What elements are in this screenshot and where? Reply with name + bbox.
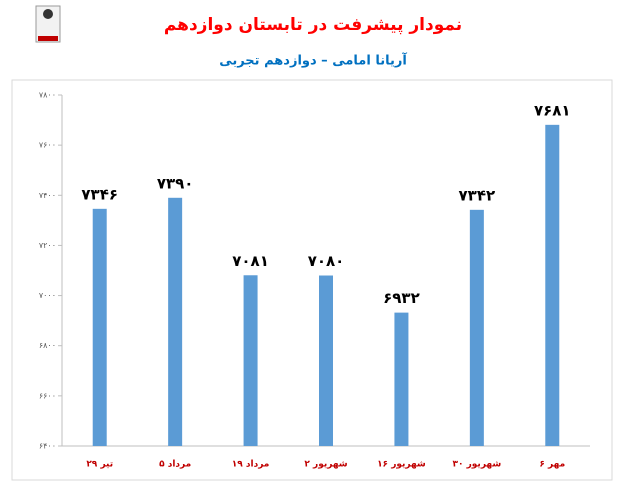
bar — [545, 124, 560, 447]
y-tick-label: ۷۴۰۰ — [39, 191, 56, 200]
bar — [168, 197, 183, 446]
bar — [319, 275, 333, 446]
y-tick-label: ۶۶۰۰ — [39, 391, 56, 400]
data-label: ۶۹۳۲ — [383, 289, 420, 307]
y-tick-label: ۷۰۰۰ — [39, 291, 56, 300]
y-tick-label: ۷۸۰۰ — [39, 91, 56, 100]
x-tick-label: ۱۹ مرداد — [232, 460, 270, 470]
x-tick-label: ۱۶ شهریور — [377, 460, 426, 470]
y-tick-label: ۷۶۰۰ — [39, 141, 56, 150]
bar — [469, 209, 484, 446]
x-tick-label: ۲ شهریور — [304, 460, 347, 470]
data-label: ۷۳۹۰ — [157, 174, 194, 192]
y-tick-label: ۷۲۰۰ — [39, 241, 56, 250]
data-label: ۷۳۴۶ — [81, 185, 118, 203]
chart-title: نمودار پیشرفت در تابستان دوازدهم — [164, 15, 462, 35]
data-label: ۷۳۴۲ — [459, 186, 496, 204]
x-tick-label: ۳۰ شهریور — [452, 460, 501, 470]
chart-frame — [11, 79, 613, 481]
x-tick-label: ۲۹ تیر — [86, 460, 113, 470]
bar — [394, 312, 409, 446]
data-label: ۷۰۸۱ — [232, 252, 269, 270]
x-tick-label: ۶ مهر — [539, 460, 565, 470]
x-tick-label: ۵ مرداد — [159, 460, 191, 470]
y-tick-label: ۶۴۰۰ — [39, 442, 56, 451]
bar — [243, 275, 258, 446]
chart-subtitle: آریانا امامی – دوازدهم تجربی — [219, 52, 407, 69]
data-label: ۷۰۸۰ — [308, 252, 345, 270]
bar — [92, 208, 107, 446]
data-label: ۷۶۸۱ — [534, 101, 571, 119]
logo — [35, 5, 61, 43]
y-tick-label: ۶۸۰۰ — [39, 341, 56, 350]
